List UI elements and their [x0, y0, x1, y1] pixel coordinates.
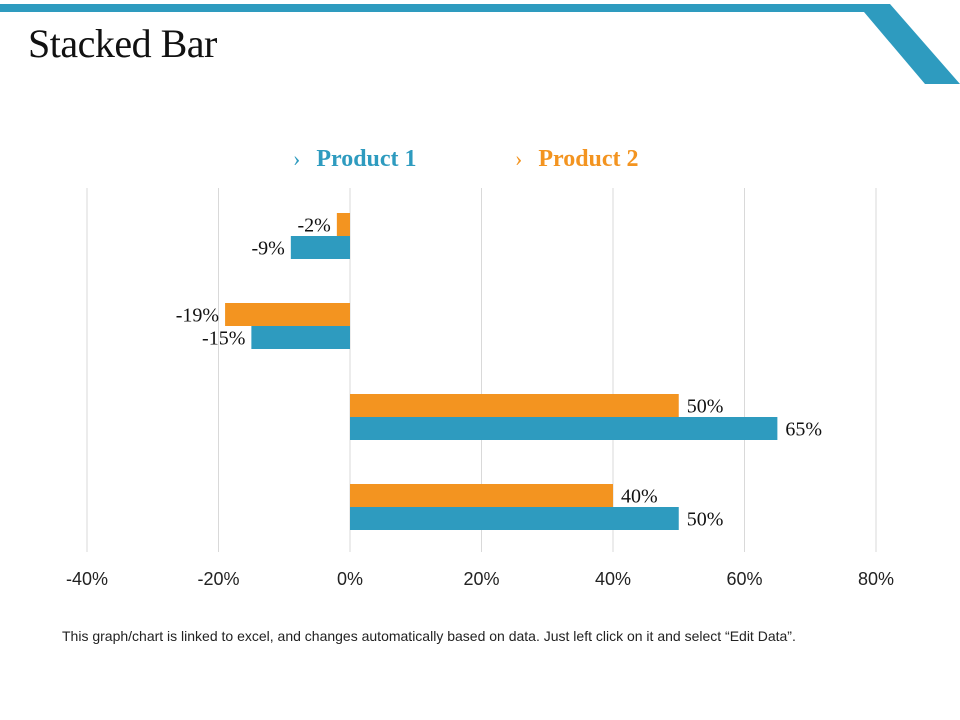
data-label: -15% — [202, 328, 245, 350]
footnote: This graph/chart is linked to excel, and… — [62, 628, 796, 644]
chevron-right-icon: › — [515, 146, 523, 171]
x-tick-label: 40% — [595, 569, 631, 589]
data-label: -2% — [298, 215, 331, 237]
header-decoration — [0, 4, 960, 84]
chevron-right-icon: › — [293, 146, 301, 171]
x-tick-label: 20% — [463, 569, 499, 589]
legend-item-product-1[interactable]: › Product 1 — [293, 146, 417, 173]
bar-product-1[interactable] — [290, 236, 350, 259]
chart-legend: › Product 1 › Product 2 — [0, 146, 960, 180]
legend-label: Product 2 — [538, 146, 639, 172]
x-tick-label: 80% — [858, 569, 894, 589]
data-label: 40% — [621, 486, 658, 508]
bar-product-2[interactable] — [350, 394, 679, 417]
bar-product-2[interactable] — [350, 484, 613, 507]
bar-product-1[interactable] — [350, 417, 778, 440]
bar-product-1[interactable] — [350, 507, 679, 530]
bar-product-2[interactable] — [336, 213, 350, 236]
x-tick-label: -40% — [66, 569, 108, 589]
bar-chart[interactable]: -40% -20% 0% 20% 40% 60% 80% -2% -9% -19%-15% 50% 6… — [0, 0, 960, 620]
data-label: -19% — [176, 305, 219, 327]
data-label: 50% — [687, 509, 724, 531]
page-title: Stacked Bar — [28, 21, 217, 66]
data-label: -9% — [251, 238, 284, 260]
x-tick-label: 0% — [337, 569, 363, 589]
data-label: 65% — [785, 419, 822, 441]
x-tick-label: -20% — [197, 569, 239, 589]
legend-label: Product 1 — [316, 146, 417, 172]
x-tick-label: 60% — [726, 569, 762, 589]
legend-item-product-2[interactable]: › Product 2 — [515, 146, 639, 173]
data-label: 50% — [687, 396, 724, 418]
bar-product-2[interactable] — [225, 303, 350, 326]
header-band — [0, 4, 960, 84]
bar-product-1[interactable] — [251, 326, 350, 349]
